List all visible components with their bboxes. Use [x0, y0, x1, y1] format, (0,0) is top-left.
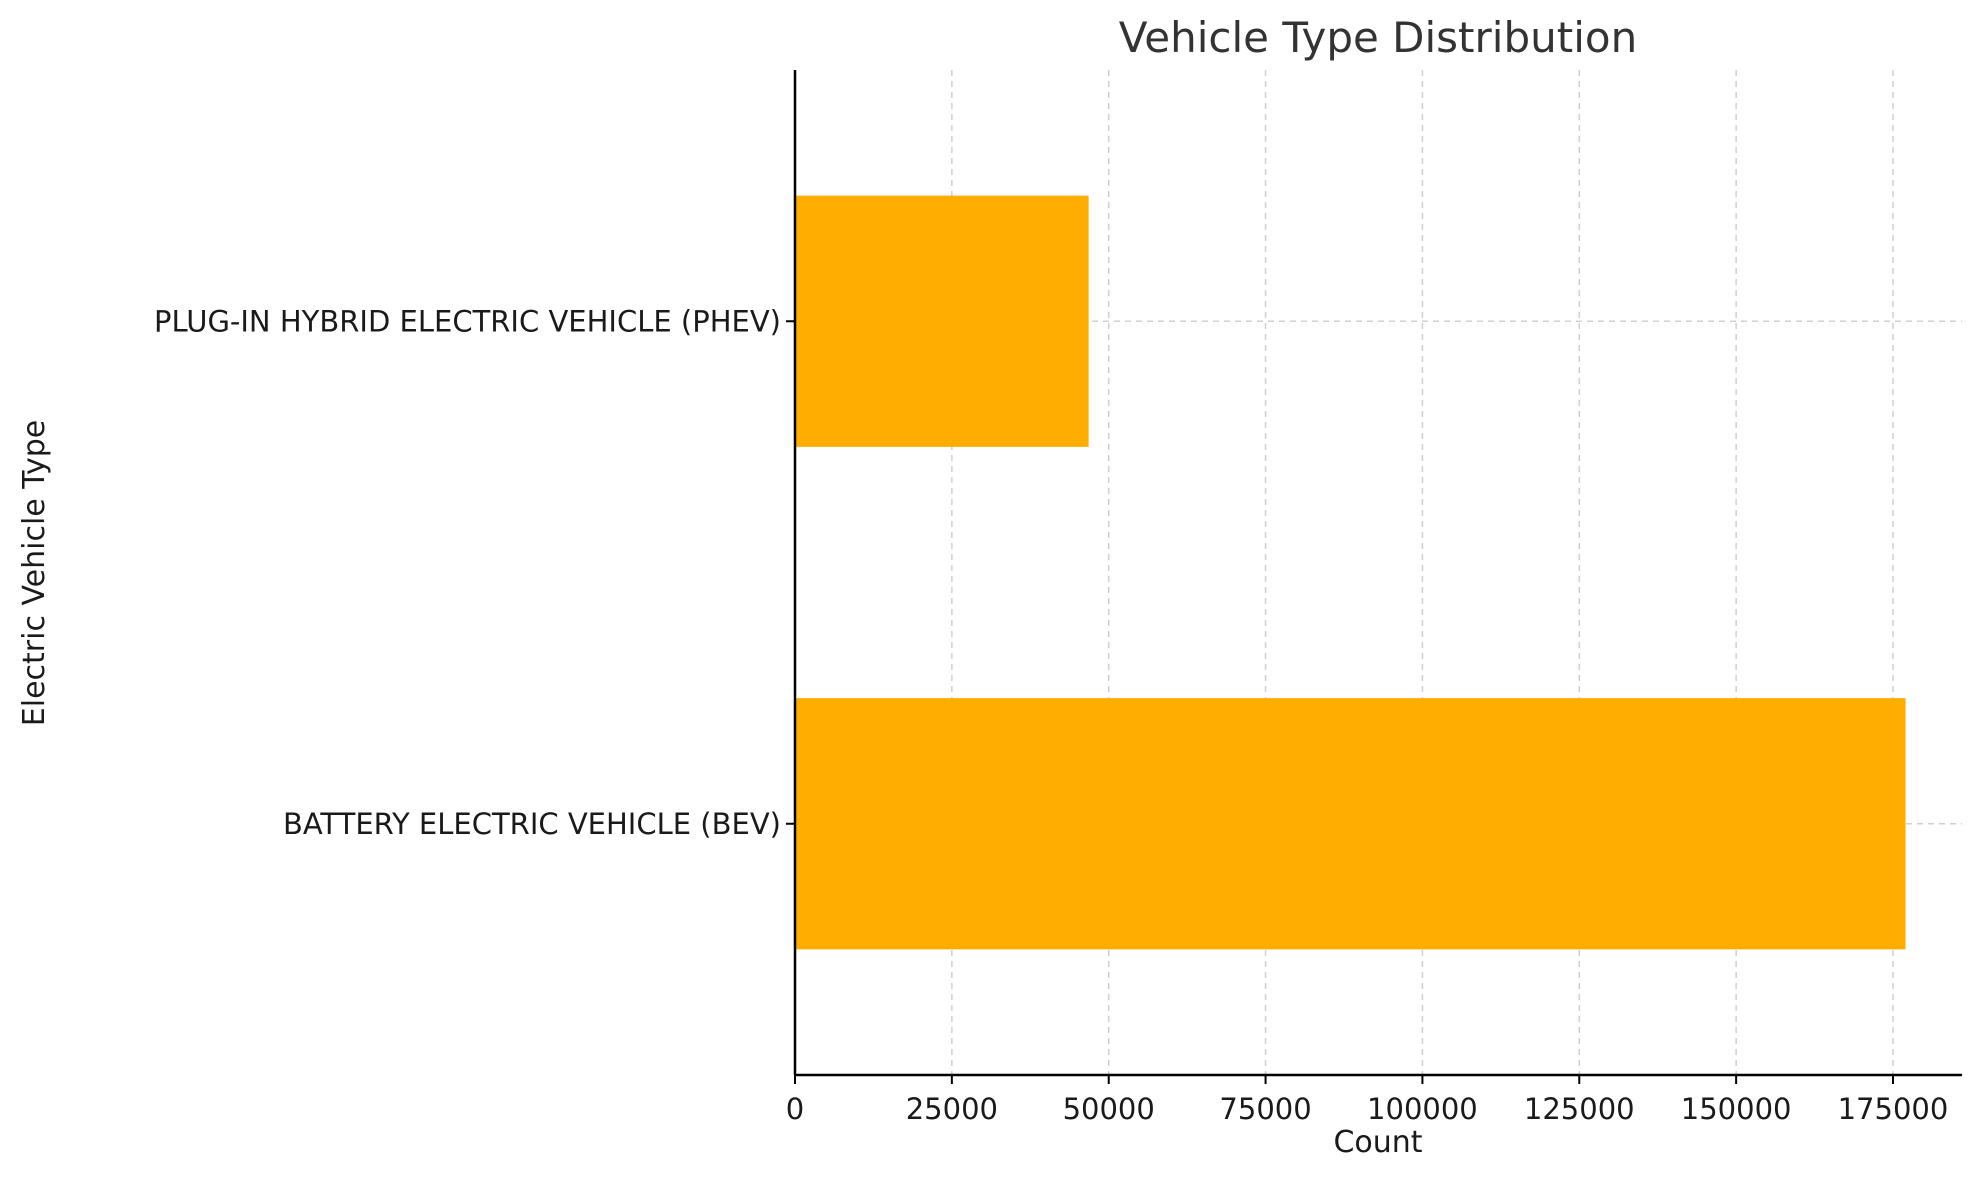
x-tick-label: 125000	[1524, 1092, 1635, 1126]
chart-title: Vehicle Type Distribution	[1119, 13, 1637, 62]
x-tick-label: 150000	[1681, 1092, 1792, 1126]
bar	[795, 195, 1089, 447]
y-tick-label: PLUG-IN HYBRID ELECTRIC VEHICLE (PHEV)	[154, 304, 781, 338]
x-tick-label: 50000	[1063, 1092, 1155, 1126]
y-axis-title: Electric Vehicle Type	[17, 420, 52, 726]
x-tick-label: 100000	[1367, 1092, 1478, 1126]
bar	[795, 698, 1906, 950]
x-axis-title: Count	[1333, 1125, 1422, 1160]
y-tick-label: BATTERY ELECTRIC VEHICLE (BEV)	[283, 807, 781, 841]
axis-layer: 0 25000 50000 75000 100000 125000 150000 175000…	[154, 70, 1962, 1126]
x-tick-label: 0	[786, 1092, 804, 1126]
x-tick-label: 175000	[1838, 1092, 1949, 1126]
bar-layer	[795, 195, 1906, 950]
x-tick-label: 25000	[906, 1092, 998, 1126]
x-tick-label: 75000	[1219, 1092, 1311, 1126]
